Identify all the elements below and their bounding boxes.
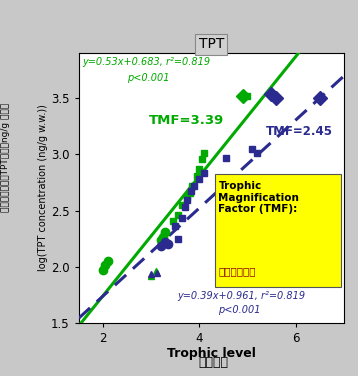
Text: p<0.001: p<0.001 bbox=[218, 305, 261, 315]
Text: Trophic
Magnification
Factor (TMF):: Trophic Magnification Factor (TMF): bbox=[218, 181, 299, 214]
Title: TPT: TPT bbox=[199, 38, 224, 52]
FancyBboxPatch shape bbox=[214, 174, 341, 287]
Text: 營養放大倍數: 營養放大倍數 bbox=[218, 266, 256, 276]
Y-axis label: log(TPT concentration (ng/g w.w.)): log(TPT concentration (ng/g w.w.)) bbox=[38, 105, 48, 271]
Text: y=0.53x+0.683, r²=0.819: y=0.53x+0.683, r²=0.819 bbox=[83, 56, 211, 67]
Text: TMF=2.45: TMF=2.45 bbox=[266, 125, 333, 138]
Text: p<0.001: p<0.001 bbox=[127, 73, 169, 83]
Text: y=0.39x+0.961, r²=0.819: y=0.39x+0.961, r²=0.819 bbox=[178, 291, 306, 301]
X-axis label: Trophic level: Trophic level bbox=[167, 347, 256, 360]
Text: 營養級別: 營養級別 bbox=[198, 356, 228, 369]
Text: 海洋生物體內的TPT濃度（ng/g 濕重）: 海洋生物體內的TPT濃度（ng/g 濕重） bbox=[1, 103, 10, 212]
Text: TMF=3.39: TMF=3.39 bbox=[149, 114, 224, 127]
